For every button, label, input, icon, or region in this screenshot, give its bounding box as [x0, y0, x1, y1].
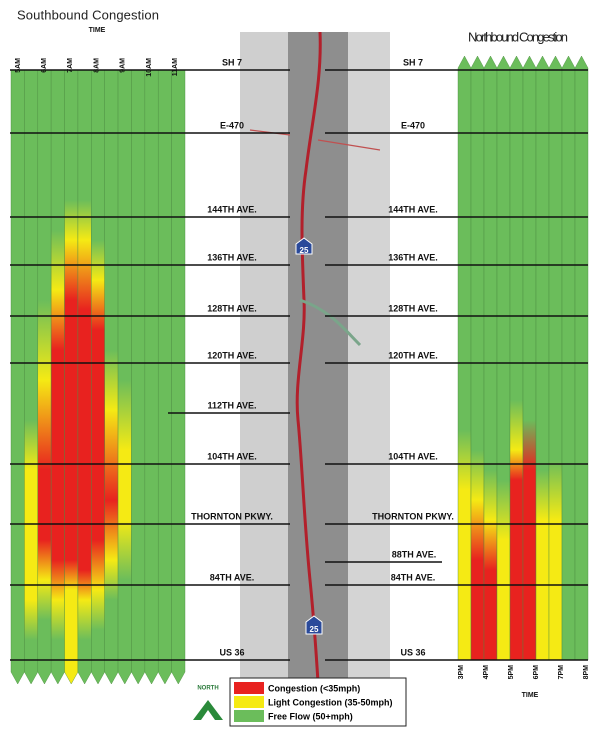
- shield-label: 25: [300, 246, 309, 255]
- street-label: 88TH AVE.: [392, 549, 437, 559]
- congestion-column: [471, 56, 484, 660]
- street-label: SH 7: [222, 57, 242, 67]
- congestion-column: [51, 70, 64, 684]
- congestion-column: [484, 56, 497, 660]
- street-label: 144TH AVE.: [388, 204, 438, 214]
- congestion-column: [11, 70, 24, 684]
- time-label: 10AM: [146, 58, 153, 77]
- congestion-column: [118, 70, 131, 684]
- congestion-column: [24, 70, 37, 684]
- congestion-column: [549, 56, 562, 660]
- street-label: 144TH AVE.: [207, 204, 257, 214]
- street-label: 120TH AVE.: [388, 350, 438, 360]
- street-label: 120TH AVE.: [207, 350, 257, 360]
- congestion-column: [497, 56, 510, 660]
- street-label: THORNTON PKWY.: [372, 511, 454, 521]
- street-label: 84TH AVE.: [210, 572, 255, 582]
- street-label: 136TH AVE.: [388, 252, 438, 262]
- street-label: US 36: [400, 647, 425, 657]
- page: 25 25 Southbound Congestion TIME Northbo…: [0, 0, 590, 730]
- time-label: 8PM: [583, 665, 590, 680]
- congestion-column: [172, 70, 185, 684]
- congestion-column: [78, 70, 91, 684]
- shield-label: 25: [310, 625, 319, 634]
- congestion-column: [65, 70, 78, 684]
- time-label: 3PM: [458, 665, 465, 680]
- legend-label: Free Flow (50+mph): [268, 711, 353, 721]
- congestion-column: [562, 56, 575, 660]
- street-label: 112TH AVE.: [207, 400, 256, 410]
- street-label: 84TH AVE.: [391, 572, 436, 582]
- time-label: 6PM: [533, 665, 540, 680]
- congestion-column: [38, 70, 51, 684]
- time-label: 11AM: [172, 58, 179, 76]
- legend: Congestion (<35mph) Light Congestion (35…: [230, 678, 406, 726]
- time-label: 7PM: [558, 665, 565, 680]
- congestion-column: [145, 70, 158, 684]
- southbound-title: Southbound Congestion: [17, 7, 159, 22]
- congestion-column: [575, 56, 588, 660]
- axis-label: TIME: [89, 27, 106, 34]
- street-label: 104TH AVE.: [207, 451, 257, 461]
- street-label: THORNTON PKWY.: [191, 511, 273, 521]
- legend-label: Congestion (<35mph): [268, 683, 360, 693]
- time-label: 5PM: [508, 665, 515, 680]
- legend-label: Light Congestion (35-50mph): [268, 697, 393, 707]
- congestion-column: [510, 56, 523, 660]
- north-label: NORTH: [197, 686, 218, 692]
- time-label: 4PM: [483, 665, 490, 680]
- congestion-column: [536, 56, 549, 660]
- street-label: E-470: [401, 120, 425, 130]
- congestion-column: [158, 70, 171, 684]
- congestion-column: [523, 56, 536, 660]
- axis-label: TIME: [522, 692, 539, 699]
- street-label: 104TH AVE.: [388, 451, 438, 461]
- street-label: US 36: [219, 647, 244, 657]
- street-label: 136TH AVE.: [207, 252, 257, 262]
- street-label: E-470: [220, 120, 244, 130]
- northbound-title: Northbound Congestion: [468, 29, 568, 44]
- street-label: SH 7: [403, 57, 423, 67]
- congestion-column: [105, 70, 118, 684]
- congestion-column: [131, 70, 144, 684]
- congestion-column: [458, 56, 471, 660]
- north-arrow: NORTH: [193, 686, 223, 720]
- street-label: 128TH AVE.: [207, 303, 257, 313]
- congestion-column: [91, 70, 104, 684]
- street-label: 128TH AVE.: [388, 303, 438, 313]
